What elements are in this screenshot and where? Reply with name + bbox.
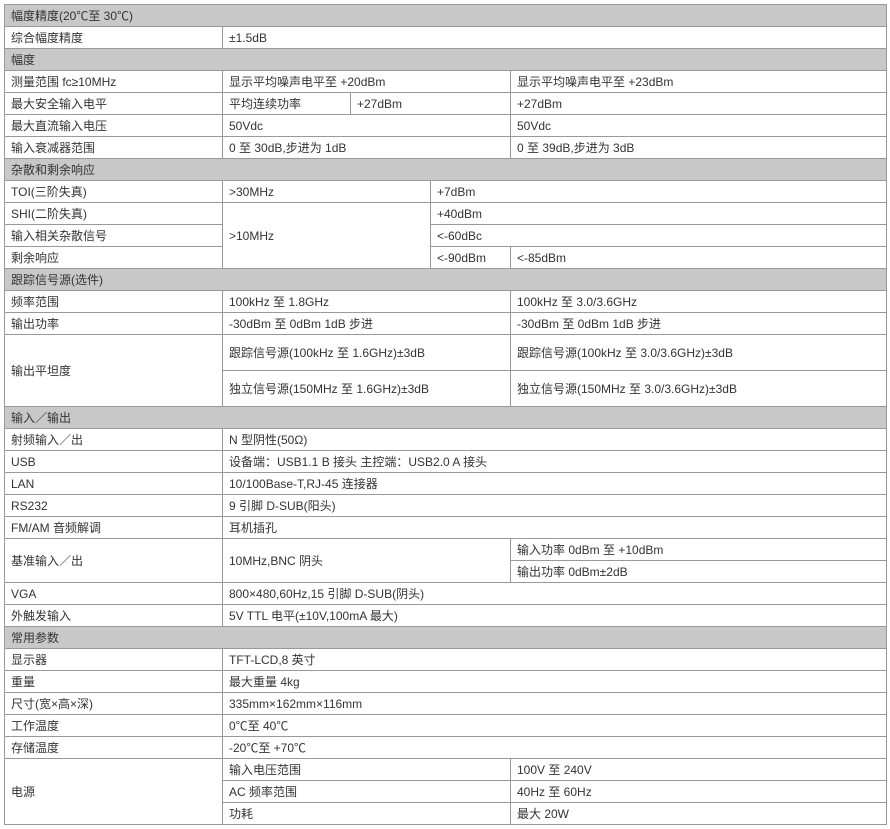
value: AC 频率范围 [223, 781, 511, 803]
label: 最大安全输入电平 [5, 93, 223, 115]
label: 基准输入／出 [5, 539, 223, 583]
label: 存储温度 [5, 737, 223, 759]
section-amp-accuracy: 幅度精度(20℃至 30℃) [5, 5, 887, 27]
value: 5V TTL 电平(±10V,100mA 最大) [223, 605, 887, 627]
value: 0℃至 40℃ [223, 715, 887, 737]
value: 50Vdc [223, 115, 511, 137]
section-general: 常用参数 [5, 627, 887, 649]
label: 输出功率 [5, 313, 223, 335]
label: 显示器 [5, 649, 223, 671]
label: LAN [5, 473, 223, 495]
value: -30dBm 至 0dBm 1dB 步进 [223, 313, 511, 335]
value: 50Vdc [511, 115, 887, 137]
label: 外触发输入 [5, 605, 223, 627]
spec-table: 幅度精度(20℃至 30℃) 综合幅度精度 ±1.5dB 幅度 测量范围 fc≥… [4, 4, 887, 825]
value: -20℃至 +70℃ [223, 737, 887, 759]
value: TFT-LCD,8 英寸 [223, 649, 887, 671]
label: 输入衰减器范围 [5, 137, 223, 159]
value: 功耗 [223, 803, 511, 825]
label: 频率范围 [5, 291, 223, 313]
value: -30dBm 至 0dBm 1dB 步进 [511, 313, 887, 335]
value: 输入电压范围 [223, 759, 511, 781]
section-spurious: 杂散和剩余响应 [5, 159, 887, 181]
value: 输入功率 0dBm 至 +10dBm [511, 539, 887, 561]
value: >10MHz [223, 203, 431, 269]
value: 335mm×162mm×116mm [223, 693, 887, 715]
value: 0 至 30dB,步进为 1dB [223, 137, 511, 159]
section-io: 输入／输出 [5, 407, 887, 429]
label: 工作温度 [5, 715, 223, 737]
value: +40dBm [431, 203, 887, 225]
label: TOI(三阶失真) [5, 181, 223, 203]
value: >30MHz [223, 181, 431, 203]
label: 剩余响应 [5, 247, 223, 269]
value: 9 引脚 D-SUB(阳头) [223, 495, 887, 517]
section-amp: 幅度 [5, 49, 887, 71]
value: 40Hz 至 60Hz [511, 781, 887, 803]
label: 重量 [5, 671, 223, 693]
value: 耳机插孔 [223, 517, 887, 539]
value: 跟踪信号源(100kHz 至 3.0/3.6GHz)±3dB [511, 335, 887, 371]
value: 800×480,60Hz,15 引脚 D-SUB(阴头) [223, 583, 887, 605]
label: 最大直流输入电压 [5, 115, 223, 137]
value: <-90dBm [431, 247, 511, 269]
value: 输出功率 0dBm±2dB [511, 561, 887, 583]
label: RS232 [5, 495, 223, 517]
label: VGA [5, 583, 223, 605]
label: 输入相关杂散信号 [5, 225, 223, 247]
value: 平均连续功率 [223, 93, 351, 115]
value: 显示平均噪声电平至 +23dBm [511, 71, 887, 93]
label: 输出平坦度 [5, 335, 223, 407]
value: <-85dBm [511, 247, 887, 269]
value: 设备端：USB1.1 B 接头 主控端：USB2.0 A 接头 [223, 451, 887, 473]
value: 独立信号源(150MHz 至 3.0/3.6GHz)±3dB [511, 371, 887, 407]
value: N 型阴性(50Ω) [223, 429, 887, 451]
label: SHI(二阶失真) [5, 203, 223, 225]
label: 尺寸(宽×高×深) [5, 693, 223, 715]
value: 最大重量 4kg [223, 671, 887, 693]
value: +7dBm [431, 181, 887, 203]
label: FM/AM 音频解调 [5, 517, 223, 539]
value: +27dBm [511, 93, 887, 115]
value: 100kHz 至 3.0/3.6GHz [511, 291, 887, 313]
value: 独立信号源(150MHz 至 1.6GHz)±3dB [223, 371, 511, 407]
value: 0 至 39dB,步进为 3dB [511, 137, 887, 159]
label: USB [5, 451, 223, 473]
value: +27dBm [351, 93, 511, 115]
value: 最大 20W [511, 803, 887, 825]
label: 测量范围 fc≥10MHz [5, 71, 223, 93]
value: <-60dBc [431, 225, 887, 247]
value: 10/100Base-T,RJ-45 连接器 [223, 473, 887, 495]
label: 电源 [5, 759, 223, 825]
value: 100V 至 240V [511, 759, 887, 781]
value: 100kHz 至 1.8GHz [223, 291, 511, 313]
section-tracking: 跟踪信号源(选件) [5, 269, 887, 291]
value: 跟踪信号源(100kHz 至 1.6GHz)±3dB [223, 335, 511, 371]
label: 综合幅度精度 [5, 27, 223, 49]
value: 10MHz,BNC 阴头 [223, 539, 511, 583]
label: 射频输入／出 [5, 429, 223, 451]
value: 显示平均噪声电平至 +20dBm [223, 71, 511, 93]
value: ±1.5dB [223, 27, 887, 49]
